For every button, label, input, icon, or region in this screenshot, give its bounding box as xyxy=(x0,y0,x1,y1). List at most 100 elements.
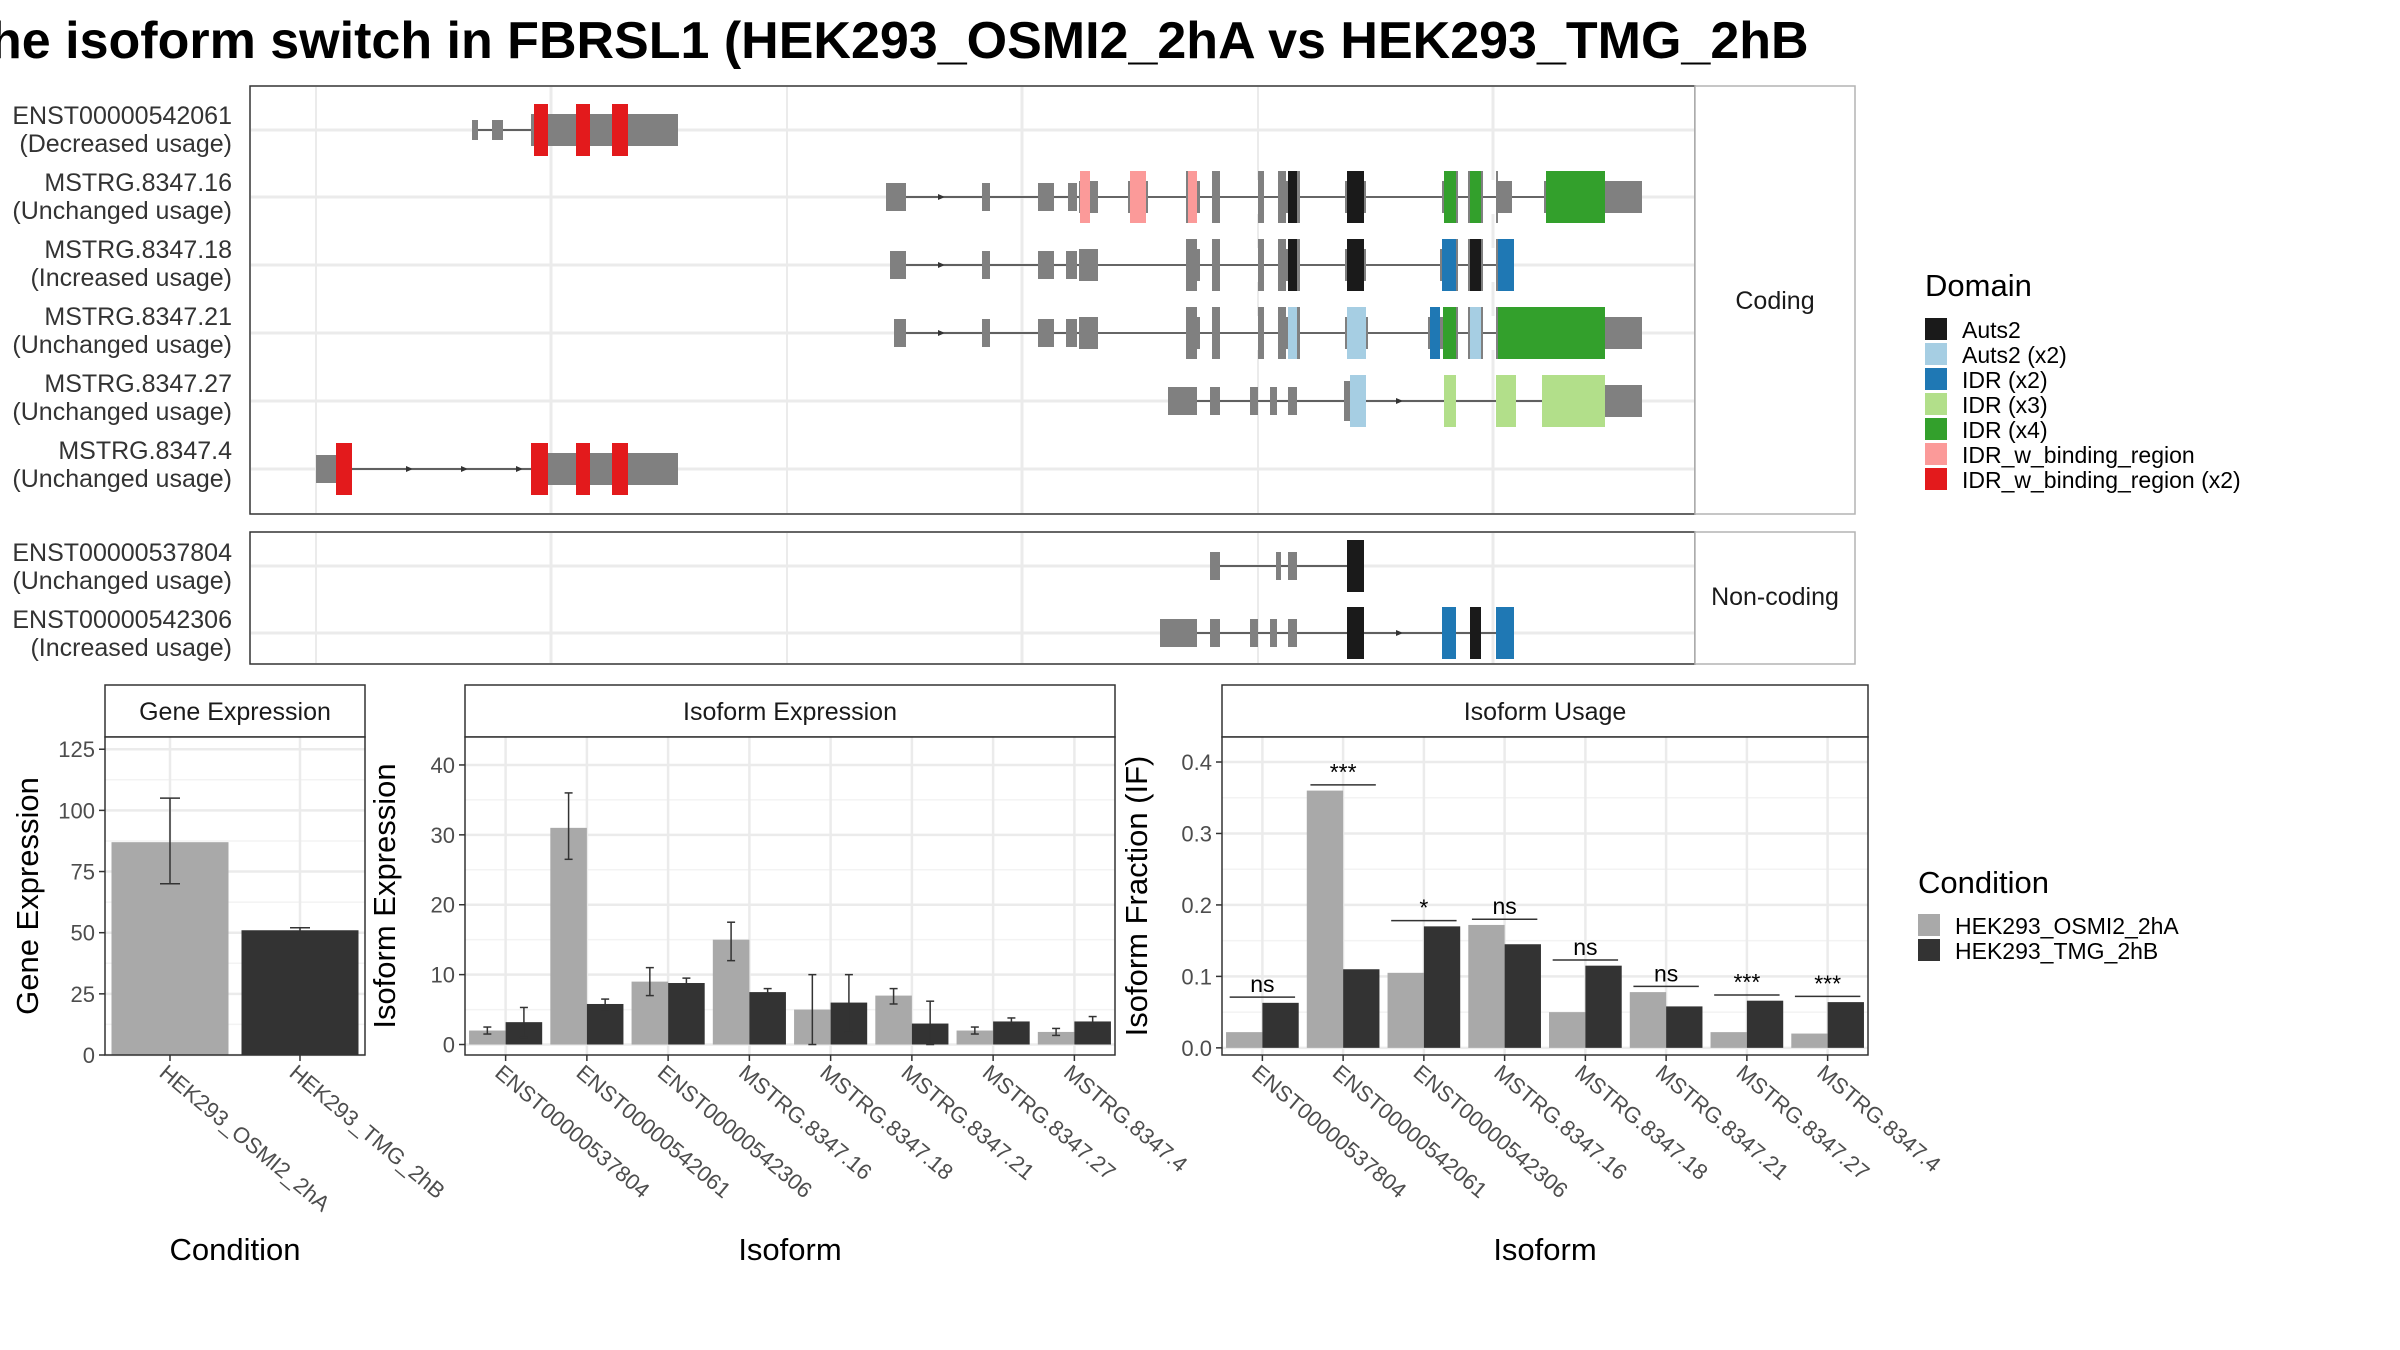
exon-block xyxy=(1258,307,1264,359)
x-axis-title: Isoform xyxy=(738,1232,841,1267)
row-id-label: MSTRG.8347.16 xyxy=(44,169,232,197)
y-tick-label: 40 xyxy=(431,753,455,778)
row-usage-label: (Decreased usage) xyxy=(19,130,232,158)
strip-noncoding: Non-coding xyxy=(1711,583,1839,611)
exon-block xyxy=(1066,319,1077,347)
panel-strip xyxy=(104,684,366,738)
domain-block xyxy=(1130,171,1146,223)
exon-block xyxy=(1278,307,1286,359)
exon-block xyxy=(1496,239,1498,291)
domain-block xyxy=(612,443,628,495)
significance-label: *** xyxy=(1733,969,1760,995)
exon-block xyxy=(1288,387,1297,415)
domain-block xyxy=(1470,307,1481,359)
domain-block xyxy=(576,443,590,495)
transcript-track xyxy=(316,443,678,495)
y-axis-title: Isoform Fraction (IF) xyxy=(1119,756,1154,1037)
significance-label: ns xyxy=(1250,971,1274,997)
exon-block xyxy=(1038,251,1054,279)
legend-label: IDR_w_binding_region (x2) xyxy=(1962,467,2241,493)
x-axis-title: Isoform xyxy=(1493,1232,1596,1267)
row-id-label: ENST00000542061 xyxy=(12,102,232,130)
plot-frame xyxy=(1221,736,1869,1056)
x-tick-label: ENST00000537804 xyxy=(490,1060,654,1203)
row-id-label: MSTRG.8347.21 xyxy=(44,303,232,331)
row-id-label: MSTRG.8347.18 xyxy=(44,236,232,264)
y-tick-label: 100 xyxy=(58,798,95,823)
exon-block xyxy=(531,114,678,146)
domain-block xyxy=(1542,375,1605,427)
bar xyxy=(668,983,705,1045)
exon-block xyxy=(1297,307,1300,359)
y-tick-label: 20 xyxy=(431,893,455,918)
panel-title: Gene Expression xyxy=(139,698,331,726)
panel-title: Isoform Expression xyxy=(683,698,897,726)
domain-block xyxy=(1350,375,1366,427)
plot-frame xyxy=(464,736,1116,1056)
strand-arrow xyxy=(461,466,468,472)
condition-legend-title: Condition xyxy=(1918,865,2049,900)
legend-label: Auts2 (x2) xyxy=(1962,342,2067,368)
row-id-label: MSTRG.8347.27 xyxy=(44,370,232,398)
transcript-track xyxy=(1210,540,1364,592)
y-tick-label: 125 xyxy=(58,737,95,762)
domain-block xyxy=(1188,171,1197,223)
bar xyxy=(956,1030,994,1045)
transcript-track xyxy=(890,239,1514,291)
exon-block xyxy=(1068,183,1077,211)
legend-swatch-tmg xyxy=(1918,939,1940,961)
bar xyxy=(586,1003,624,1045)
bar xyxy=(1629,992,1667,1048)
y-tick-label: 0.3 xyxy=(1181,821,1212,846)
exon-block xyxy=(1258,239,1264,291)
domain-block xyxy=(1470,607,1481,659)
exon-block xyxy=(1481,239,1483,291)
y-tick-label: 0 xyxy=(83,1043,95,1068)
bar xyxy=(241,930,359,1055)
bar xyxy=(1343,969,1380,1048)
y-axis-title: Isoform Expression xyxy=(367,763,402,1028)
significance-label: ns xyxy=(1492,893,1516,919)
x-tick-label: ENST00000542061 xyxy=(572,1060,736,1203)
significance-label: *** xyxy=(1814,970,1841,996)
domain-block xyxy=(1496,375,1516,427)
transcript-track xyxy=(1168,375,1642,427)
bar xyxy=(1791,1033,1828,1048)
exon-block xyxy=(1168,387,1197,415)
exon-block xyxy=(1276,552,1281,580)
domain-block xyxy=(1470,171,1481,223)
strand-arrow xyxy=(938,194,945,200)
bar xyxy=(1306,790,1344,1048)
exon-block xyxy=(894,319,906,347)
domain-block xyxy=(612,104,628,156)
transcript-track xyxy=(886,171,1642,223)
bar xyxy=(1037,1031,1075,1045)
strand-arrow xyxy=(1396,630,1403,636)
domain-block xyxy=(336,443,352,495)
row-usage-label: (Unchanged usage) xyxy=(12,197,232,225)
exon-block xyxy=(982,183,990,211)
legend-label: HEK293_TMG_2hB xyxy=(1955,938,2158,964)
exon-block xyxy=(472,120,478,140)
domain-block xyxy=(1347,307,1366,359)
domain-block xyxy=(531,443,548,495)
row-usage-label: (Unchanged usage) xyxy=(12,398,232,426)
x-tick-label: MSTRG.8347.16 xyxy=(1489,1060,1632,1185)
legend-swatch-osmi2 xyxy=(1918,914,1940,936)
legend-label: HEK293_OSMI2_2hA xyxy=(1955,913,2179,939)
bar xyxy=(1226,1032,1263,1048)
bar xyxy=(1387,972,1424,1048)
exon-block xyxy=(1456,171,1458,223)
strand-arrow xyxy=(1396,398,1403,404)
exon-block xyxy=(982,251,990,279)
exon-block xyxy=(1468,307,1470,359)
bar xyxy=(1423,926,1461,1048)
exon-block xyxy=(1288,619,1297,647)
exon-block xyxy=(1496,307,1498,359)
domain-block xyxy=(534,104,548,156)
domain-block xyxy=(1442,607,1456,659)
bar xyxy=(1549,1012,1586,1048)
domain-block xyxy=(1442,239,1456,291)
legend-label: IDR (x2) xyxy=(1962,367,2048,393)
